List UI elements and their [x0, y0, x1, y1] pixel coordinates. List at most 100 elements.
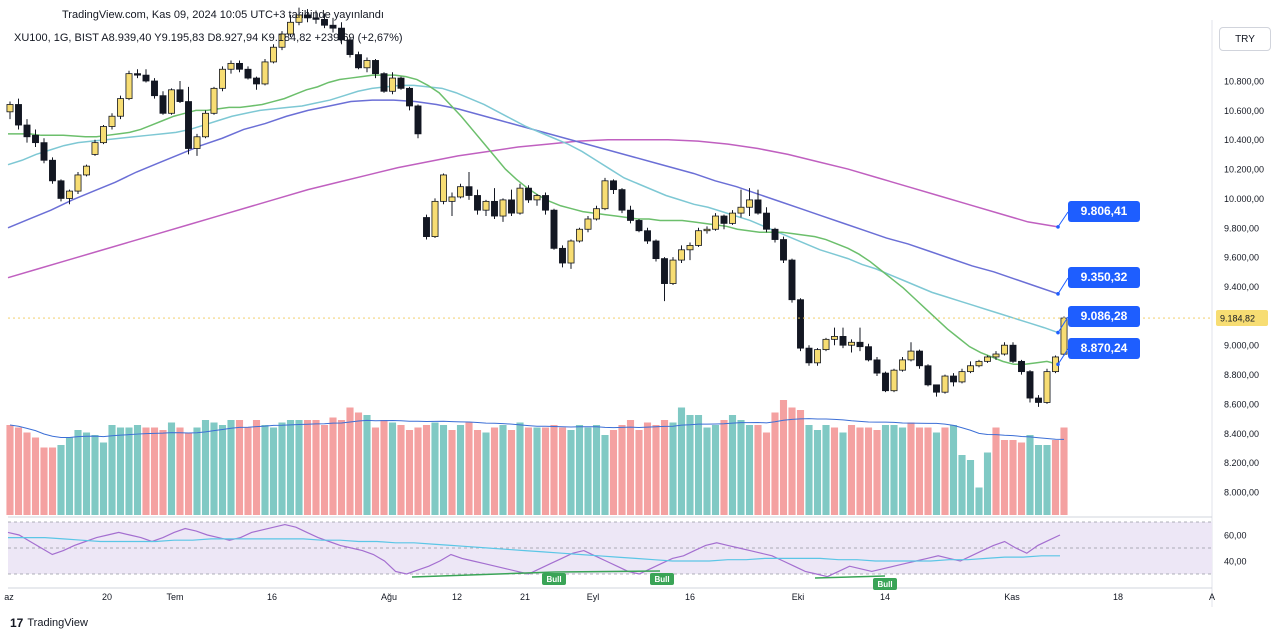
candle-body [1001, 344, 1008, 355]
candle-body [1043, 371, 1051, 403]
candle-body [678, 249, 685, 261]
volume-bar [388, 422, 397, 515]
time-tick-label: 20 [102, 592, 112, 602]
ma-label-leader [1057, 277, 1069, 295]
volume-bar [431, 422, 439, 515]
candle-body [618, 189, 626, 211]
volume-bar [116, 427, 125, 515]
candle-body [1018, 360, 1025, 373]
price-tick-label: 8.200,00 [1224, 458, 1259, 468]
candle-body [805, 347, 813, 364]
volume-bar [210, 422, 218, 515]
ma-value-label: 8.870,24 [1081, 341, 1128, 355]
candle-body [508, 199, 515, 214]
volume-bar [184, 432, 193, 515]
currency-button[interactable]: TRY [1219, 27, 1271, 51]
volume-bar [558, 427, 567, 515]
volume-bar [584, 427, 592, 515]
candle-body [941, 375, 949, 393]
ma-value-badge [1068, 338, 1140, 359]
volume-bar [618, 425, 626, 515]
candle-body [108, 115, 116, 127]
candle-body [414, 105, 422, 135]
bullish-divergence-line [554, 570, 661, 573]
bull-badge [650, 573, 674, 585]
candle-body [788, 259, 796, 301]
bull-badge-label: Bull [654, 575, 669, 584]
volume-bar [652, 425, 660, 515]
volume-bar [643, 422, 652, 515]
candle-body [125, 73, 133, 100]
ma-green-line [8, 74, 1059, 366]
volume-bar [864, 427, 873, 515]
candle-body [584, 218, 592, 230]
volume-bar [1000, 440, 1009, 515]
price-tick-label: 10.000,00 [1224, 194, 1264, 204]
candle-body [661, 258, 668, 284]
volume-bar [711, 425, 720, 515]
candle-body [474, 195, 481, 211]
volume-bar [898, 427, 907, 515]
volume-bar [626, 420, 635, 515]
volume-bar [915, 427, 924, 515]
candle-body [924, 365, 932, 386]
candle-body [346, 39, 354, 55]
candle-body [49, 159, 56, 182]
candle-body [363, 60, 371, 69]
volume-bar [507, 430, 516, 515]
ma-label-leader [1057, 316, 1069, 333]
volume-bar [1017, 442, 1026, 515]
volume-bar [286, 420, 295, 515]
candle-body [516, 187, 524, 214]
volume-bar [1009, 440, 1017, 515]
volume-bar [278, 422, 286, 515]
volume-bar [958, 455, 966, 515]
candle-body [74, 174, 82, 192]
volume-bar [992, 427, 1000, 515]
volume-bar [295, 420, 303, 515]
volume-bar [788, 407, 796, 515]
candle-body [423, 217, 430, 237]
candle-body [950, 375, 957, 383]
candle-body [958, 371, 966, 383]
candle-body [397, 77, 405, 89]
current-price-tag [1216, 310, 1268, 327]
candle-body [151, 80, 158, 97]
candle-body [295, 14, 303, 23]
candle-body [729, 212, 736, 224]
ma-label-anchor [1056, 362, 1060, 367]
bull-badge-label: Bull [877, 580, 892, 589]
candle-body [304, 14, 311, 19]
candle-body [542, 195, 549, 211]
volume-bar [48, 447, 57, 515]
volume-bar [99, 442, 108, 515]
price-tick-label: 9.600,00 [1224, 253, 1259, 263]
volume-bar [796, 410, 805, 515]
candle-body [737, 206, 745, 214]
volume-bar [813, 430, 822, 515]
candle-body [873, 359, 881, 374]
volume-bar [482, 432, 490, 515]
candle-body [6, 104, 14, 113]
candle-body [780, 239, 787, 261]
price-tick-label: 8.400,00 [1224, 429, 1259, 439]
volume-bar [1051, 440, 1060, 515]
volume-bar [635, 430, 643, 515]
tradingview-logo[interactable]: 17 TradingView [10, 616, 88, 630]
volume-bar [473, 430, 482, 515]
volume-bar [703, 427, 711, 515]
volume-bar [176, 427, 184, 515]
volume-bar [354, 412, 363, 515]
candle-body [533, 195, 541, 201]
candle-body [550, 209, 558, 249]
candle-body [66, 190, 73, 199]
volume-bar [465, 422, 473, 515]
candle-body [406, 87, 413, 107]
candle-body [380, 73, 388, 92]
volume-bar [40, 447, 48, 515]
candle-body [278, 33, 286, 48]
candle-body [992, 353, 1000, 358]
price-tick-label: 8.000,00 [1224, 488, 1259, 498]
candle-body [882, 372, 889, 392]
